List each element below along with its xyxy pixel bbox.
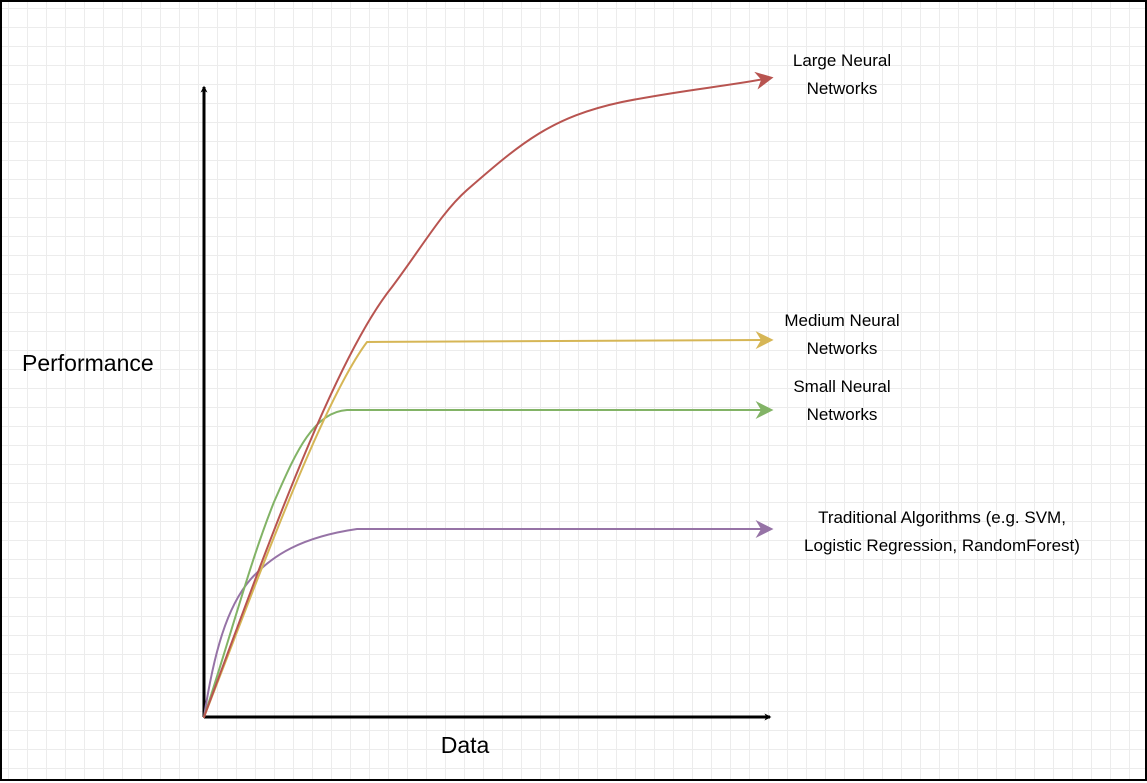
label-line: Large Neural bbox=[792, 51, 892, 70]
x-axis-label: Data bbox=[440, 732, 490, 758]
label-line: Networks bbox=[806, 339, 878, 358]
medium-neural-networks-label: Medium Neural Networks bbox=[742, 307, 942, 363]
label-line: Traditional Algorithms (e.g. SVM, bbox=[818, 508, 1066, 527]
label-line: Networks bbox=[806, 79, 878, 98]
small-neural-networks-label: Small Neural Networks bbox=[742, 373, 942, 429]
label-line: Medium Neural bbox=[784, 311, 900, 330]
traditional-algorithms-label: Traditional Algorithms (e.g. SVM, Logist… bbox=[762, 504, 1122, 560]
large-neural-networks-curve bbox=[203, 71, 774, 718]
small-neural-networks-curve bbox=[203, 401, 774, 718]
y-axis-label: Performance bbox=[22, 350, 154, 376]
label-line: Networks bbox=[806, 405, 878, 424]
label-line: Small Neural bbox=[793, 377, 891, 396]
large-neural-networks-label: Large Neural Networks bbox=[742, 47, 942, 103]
label-line: Logistic Regression, RandomForest) bbox=[804, 536, 1080, 555]
traditional-algorithms-curve bbox=[203, 520, 774, 718]
